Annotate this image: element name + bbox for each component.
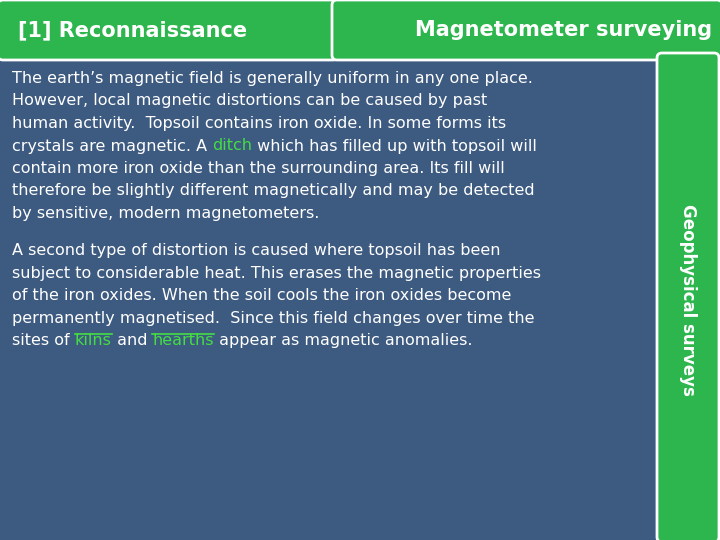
Text: permanently magnetised.  Since this field changes over time the: permanently magnetised. Since this field… [12,310,534,326]
Text: sites of: sites of [12,333,75,348]
FancyBboxPatch shape [657,53,719,540]
Text: Magnetometer surveying: Magnetometer surveying [415,20,712,40]
Text: subject to considerable heat. This erases the magnetic properties: subject to considerable heat. This erase… [12,266,541,281]
Text: contain more iron oxide than the surrounding area. Its fill will: contain more iron oxide than the surroun… [12,161,505,176]
Text: ditch: ditch [212,138,252,153]
FancyBboxPatch shape [0,0,338,60]
Text: human activity.  Topsoil contains iron oxide. In some forms its: human activity. Topsoil contains iron ox… [12,116,506,131]
Text: [1] Reconnaissance: [1] Reconnaissance [18,20,247,40]
Text: crystals are magnetic. A: crystals are magnetic. A [12,138,212,153]
Text: The earth’s magnetic field is generally uniform in any one place.: The earth’s magnetic field is generally … [12,71,533,86]
Text: A second type of distortion is caused where topsoil has been: A second type of distortion is caused wh… [12,243,500,258]
Text: by sensitive, modern magnetometers.: by sensitive, modern magnetometers. [12,206,320,221]
FancyBboxPatch shape [332,0,720,60]
Text: appear as magnetic anomalies.: appear as magnetic anomalies. [214,333,472,348]
Text: which has filled up with topsoil will: which has filled up with topsoil will [252,138,537,153]
Text: hearths: hearths [152,333,214,348]
Text: Geophysical surveys: Geophysical surveys [679,204,697,396]
Text: However, local magnetic distortions can be caused by past: However, local magnetic distortions can … [12,93,487,109]
Text: and: and [112,333,152,348]
Text: kilns: kilns [75,333,112,348]
Text: therefore be slightly different magnetically and may be detected: therefore be slightly different magnetic… [12,184,535,199]
Text: of the iron oxides. When the soil cools the iron oxides become: of the iron oxides. When the soil cools … [12,288,511,303]
